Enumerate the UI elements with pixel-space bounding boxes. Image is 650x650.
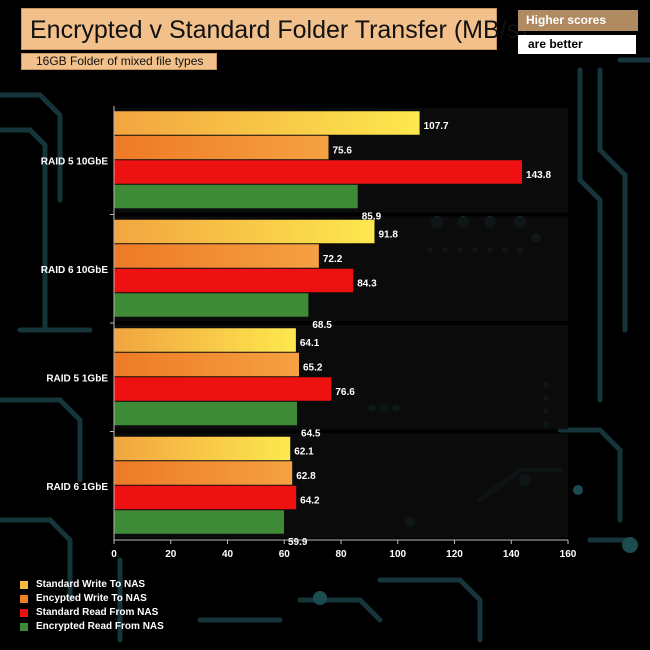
legend: Standard Write To NAS Encypted Write To N… xyxy=(20,578,164,634)
bar xyxy=(114,160,523,184)
legend-item: Standard Read From NAS xyxy=(20,606,164,620)
chart-subtitle: 16GB Folder of mixed file types xyxy=(21,53,217,70)
x-tick-label: 60 xyxy=(279,549,291,560)
bar xyxy=(114,352,300,377)
note-higher-scores: Higher scores xyxy=(518,10,638,31)
bar xyxy=(114,401,298,426)
legend-label: Standard Read From NAS xyxy=(36,607,159,618)
data-label: 76.6 xyxy=(335,387,355,398)
legend-swatch xyxy=(20,623,28,631)
chart-title: Encrypted v Standard Folder Transfer (MB… xyxy=(30,16,528,44)
x-tick-label: 40 xyxy=(222,549,234,560)
data-label: 68.5 xyxy=(312,320,332,331)
legend-label: Encrypted Read From NAS xyxy=(36,621,164,632)
x-tick-label: 120 xyxy=(446,549,463,560)
data-label: 143.8 xyxy=(526,170,551,181)
data-label: 59.9 xyxy=(288,537,308,548)
category-label: RAID 5 1GbE xyxy=(46,373,108,384)
data-label: 62.8 xyxy=(296,471,316,482)
category-label: RAID 5 10GbE xyxy=(41,156,109,167)
data-label: 107.7 xyxy=(424,121,449,132)
x-tick-label: 100 xyxy=(389,549,406,560)
bar xyxy=(114,111,420,135)
legend-label: Encypted Write To NAS xyxy=(36,593,147,604)
bar xyxy=(114,135,329,160)
bar xyxy=(114,244,319,268)
data-label: 75.6 xyxy=(333,145,353,156)
bar xyxy=(114,268,354,293)
bar xyxy=(114,184,358,209)
legend-item: Encypted Write To NAS xyxy=(20,592,164,606)
data-label: 84.3 xyxy=(357,278,377,289)
legend-item: Standard Write To NAS xyxy=(20,578,164,592)
bar xyxy=(114,293,309,317)
x-tick-label: 80 xyxy=(335,549,347,560)
data-label: 62.1 xyxy=(294,446,314,457)
bar xyxy=(114,461,293,485)
note-are-better: are better xyxy=(518,35,636,54)
x-tick-label: 20 xyxy=(165,549,177,560)
legend-item: Encrypted Read From NAS xyxy=(20,620,164,634)
bar xyxy=(114,377,332,401)
category-label: RAID 6 10GbE xyxy=(41,265,109,276)
legend-swatch xyxy=(20,595,28,603)
bar xyxy=(114,510,284,534)
title-banner: Encrypted v Standard Folder Transfer (MB… xyxy=(21,8,528,50)
bar xyxy=(114,436,291,461)
x-tick-label: 140 xyxy=(503,549,520,560)
data-label: 64.5 xyxy=(301,428,321,439)
data-label: 64.2 xyxy=(300,495,320,506)
legend-swatch xyxy=(20,609,28,617)
data-label: 65.2 xyxy=(303,362,323,373)
legend-swatch xyxy=(20,581,28,589)
legend-label: Standard Write To NAS xyxy=(36,579,146,590)
data-label: 85.9 xyxy=(362,211,382,222)
x-tick-label: 0 xyxy=(111,549,117,560)
bar xyxy=(114,219,375,244)
x-tick-label: 160 xyxy=(560,549,577,560)
bar xyxy=(114,328,296,352)
data-label: 72.2 xyxy=(323,254,343,265)
category-label: RAID 6 1GbE xyxy=(46,482,108,493)
bar xyxy=(114,485,297,510)
data-label: 64.1 xyxy=(300,338,320,349)
data-label: 91.8 xyxy=(378,229,398,240)
